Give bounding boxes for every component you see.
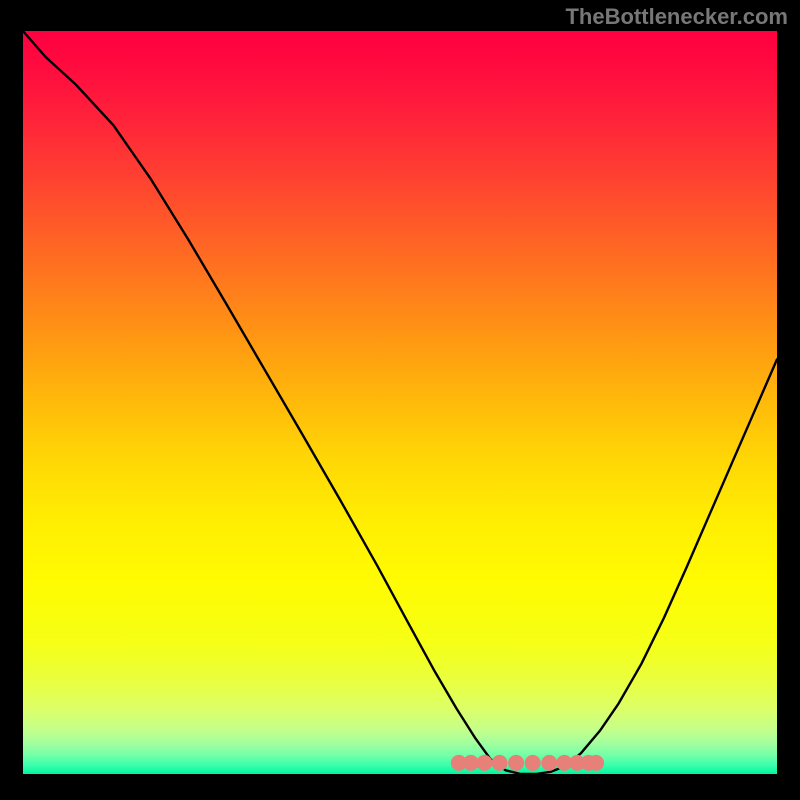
watermark-text: TheBottlenecker.com <box>565 4 788 29</box>
chart-stage: TheBottlenecker.com <box>0 0 800 800</box>
overlay-layer: TheBottlenecker.com <box>0 0 800 800</box>
